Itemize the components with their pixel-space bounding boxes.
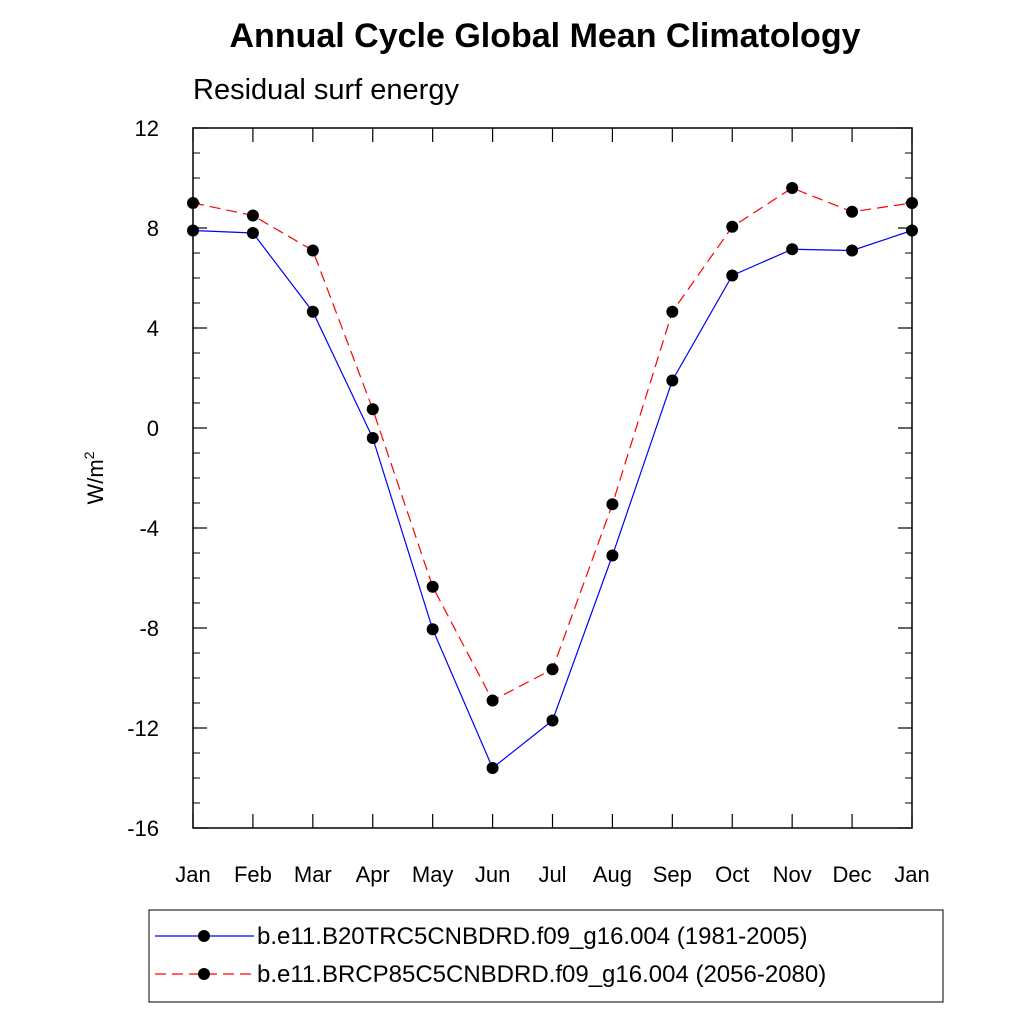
x-tick-label: Jun [475,862,510,887]
series-line-dashed [192,187,913,702]
y-tick-label: 4 [147,316,159,341]
data-point [666,374,679,387]
x-tick-label: Apr [356,862,390,887]
data-point [786,243,799,256]
x-tick-label: Mar [294,862,332,887]
legend-marker [198,930,210,942]
x-tick-label: Nov [773,862,812,887]
x-tick-label: May [412,862,454,887]
data-point [486,762,499,774]
data-point [246,227,259,239]
series-line-solid [192,229,913,769]
data-point [426,580,439,593]
x-tick-label: Feb [234,862,272,887]
y-axis-label-text: W/m [83,459,108,504]
x-tick-label: Aug [593,862,632,887]
y-axis-label-superscript: 2 [81,451,97,459]
y-tick-label: 12 [135,116,159,141]
y-tick-label: 0 [147,416,159,441]
legend-label: b.e11.BRCP85C5CNBDRD.f09_g16.004 (2056-2… [257,961,826,988]
y-tick-label: -8 [139,616,159,641]
y-tick-label: 8 [147,216,159,241]
data-point [786,182,799,194]
data-point [306,244,319,257]
x-tick-label: Dec [833,862,872,887]
series-layer [187,182,918,774]
y-axis-label: W/m2 [81,451,108,504]
data-point [846,205,859,218]
x-tick-label: Oct [715,862,749,887]
data-point [726,269,739,282]
legend-entries: b.e11.B20TRC5CNBDRD.f09_g16.004 (1981-20… [155,923,826,988]
data-point [546,663,559,676]
data-point [846,244,859,257]
chart-subtitle: Residual surf energy [193,74,459,106]
y-tick-label: -16 [127,816,159,841]
plot-frame [192,127,913,829]
data-point [306,305,319,318]
x-tick-label: Jan [894,862,929,887]
legend-label: b.e11.B20TRC5CNBDRD.f09_g16.004 (1981-20… [257,923,808,950]
svg-text:W/m2: W/m2 [81,451,108,504]
data-point [486,694,499,707]
data-point [666,305,679,318]
x-tick-label: Jan [175,862,210,887]
data-point [606,498,619,511]
labels-layer: 12 8 4 0 -4 -8 -12 -16 Jan Feb Mar Apr May Jun Jul Aug S… [127,116,930,887]
data-point [246,209,259,222]
legend-box [148,909,944,1003]
data-point [426,623,439,636]
x-tick-label: Sep [653,862,692,887]
legend-marker [198,968,210,980]
data-point [546,714,559,727]
data-point [606,549,619,562]
data-point [366,432,379,444]
data-point [726,220,739,233]
legend: b.e11.B20TRC5CNBDRD.f09_g16.004 (1981-20… [148,909,944,1003]
chart-title: Annual Cycle Global Mean Climatology [230,17,861,55]
data-point [366,403,379,416]
x-tick-label: Jul [538,862,566,887]
y-tick-label: -12 [127,716,159,741]
y-tick-label: -4 [139,516,159,541]
